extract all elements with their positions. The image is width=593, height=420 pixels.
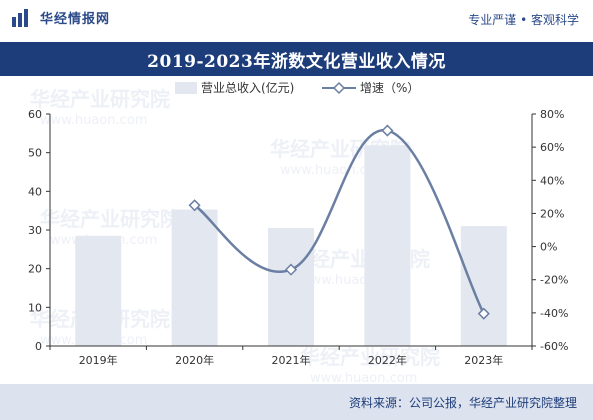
y-left-tick-label: 10 [28,301,42,314]
y-left-tick-label: 40 [28,185,42,198]
chart-title: 2019-2023年浙数文化营业收入情况 [147,51,446,72]
source-note: 资料来源：公司公报，华经产业研究院整理 [348,396,577,410]
growth-point [284,263,298,276]
x-tick-label: 2019年 [79,353,118,367]
legend-label-line: 增速（%） [360,81,419,95]
y-left-tick-label: 50 [28,147,42,160]
y-right-tick-label: 0% [540,241,557,254]
x-tick-label: 2022年 [368,353,407,367]
growth-line [193,129,485,315]
chart: 华经产业研究院 www.huaon.com 华经产业研究院 www.huaon.com… [28,80,568,386]
slogan: 专业严谨 • 客观科学 [468,13,579,27]
bar [171,209,218,346]
y-left-tick-label: 60 [28,108,42,121]
bar [75,235,122,346]
x-tick-label: 2023年 [464,353,503,367]
top-bar: 华经情报网 专业严谨 • 客观科学 [0,0,593,36]
y-right-tick-label: -60% [540,340,568,353]
brand: 华经情报网 [12,8,110,27]
watermark-text: 华经产业研究院 [30,87,170,111]
y-right-tick-label: -20% [540,274,568,287]
y-right-tick-label: 80% [540,108,564,121]
legend-label-bar: 营业总收入(亿元) [201,80,294,95]
watermark-text: 华经产业研究院 [40,207,180,231]
y-right-tick-label: -40% [540,307,568,320]
x-tick-label: 2020年 [175,353,214,367]
growth-point [477,307,490,320]
watermark-url: www.huaon.com [280,163,387,178]
y-left-tick-label: 20 [28,263,42,276]
bar [364,145,411,346]
x-tick-label: 2021年 [272,353,311,367]
bar [460,226,507,346]
watermark-url: www.huaon.com [40,113,147,128]
y-left-tick-label: 0 [35,340,42,353]
growth-point [381,124,394,137]
bar [268,228,314,346]
legend-marker [332,81,346,95]
brand-name: 华经情报网 [40,12,111,27]
title-bar: 2019-2023年浙数文化营业收入情况 [0,42,593,76]
legend: 营业总收入(亿元) 增速（%） [175,80,419,95]
axes: 0 10 20 30 40 50 60 -60% -40% -20% 0% 20% 40% 60% 80% 2… [28,108,568,367]
watermark-url: www.huaon.com [310,371,417,386]
logo-icon [12,8,34,27]
footer: 资料来源：公司公报，华经产业研究院整理 [0,384,593,420]
watermark-text: 华经产业研究院 [300,345,440,369]
line-layer [188,124,490,320]
bars [75,145,507,346]
growth-point [188,199,201,212]
legend-swatch-bar [175,82,197,94]
y-right-tick-label: 20% [540,207,564,220]
y-left-tick-label: 30 [28,224,42,237]
y-right-tick-label: 60% [540,141,564,154]
y-right-tick-label: 40% [540,174,564,187]
